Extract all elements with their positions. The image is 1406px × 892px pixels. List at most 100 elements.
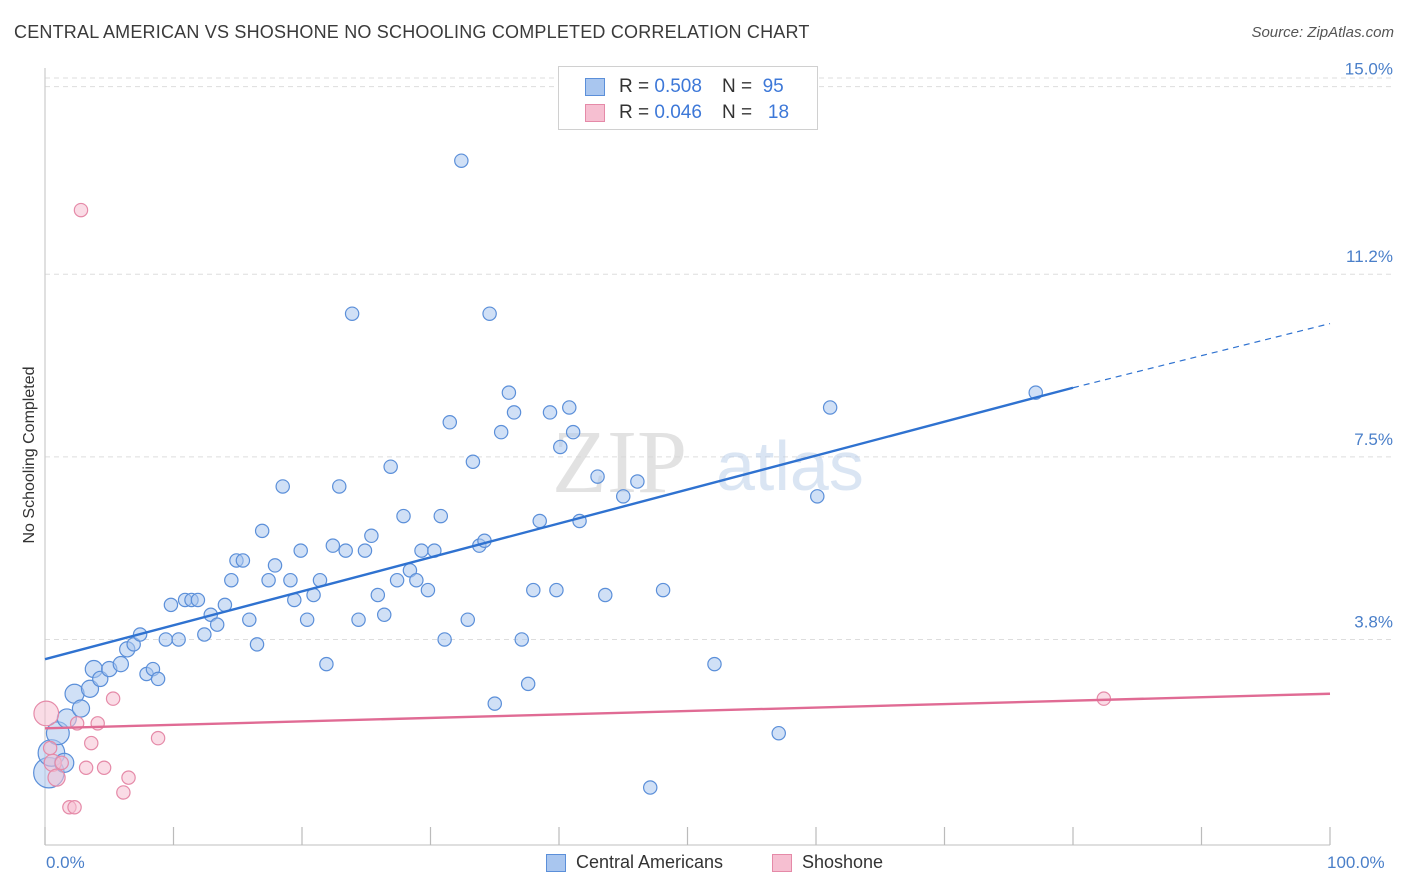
legend-n-label: N = [721,76,753,97]
x-axis-max-label: 100.0% [1327,853,1385,872]
point-shoshone [150,730,166,746]
trend-lines [44,322,1331,730]
y-tick-label: 3.8% [1354,612,1393,631]
legend-row-central-americans: R = 0.508 N = 95 [585,75,784,99]
point-central-americans [598,587,613,603]
point-central-americans [707,656,722,672]
point-shoshone [47,768,66,787]
correlation-legend: R = 0.508 N = 95 R = 0.046 N = 18 [558,66,818,130]
point-central-americans [357,543,373,558]
point-central-americans [209,617,225,632]
point-central-americans [224,572,239,588]
bottom-legend-swatch-blue [546,853,566,872]
point-shoshone [105,691,121,706]
point-central-americans [319,656,334,672]
trend-line-central-americans [44,386,1074,661]
bottom-legend-swatch-pink [772,853,792,872]
point-central-americans [482,306,497,321]
point-central-americans [267,558,283,573]
point-central-americans [565,424,581,440]
y-tick-label: 11.2% [1346,247,1393,266]
point-central-americans [532,513,547,529]
point-central-americans [389,572,405,588]
point-central-americans [351,612,366,627]
point-central-americans [396,508,411,524]
point-central-americans [338,543,353,558]
point-central-americans [383,459,398,474]
point-central-americans [822,400,838,415]
legend-row-shoshone: R = 0.046 N = 18 [585,101,789,125]
point-central-americans [163,597,179,613]
point-central-americans [197,627,212,642]
point-central-americans [71,699,91,718]
point-central-americans [590,469,605,484]
watermark-atlas: atlas [716,427,864,505]
point-central-americans [442,415,458,430]
point-central-americans [514,632,529,647]
bottom-legend-shoshone: Shoshone [772,852,883,873]
point-shoshone [67,800,82,815]
point-central-americans [615,489,631,504]
point-central-americans [364,528,379,544]
point-central-americans [158,632,174,647]
point-central-americans [235,553,251,568]
point-central-americans [409,572,424,588]
point-central-americans [810,489,825,504]
point-central-americans [460,612,476,627]
point-shoshone [116,785,131,800]
point-central-americans [549,582,564,598]
bottom-legend-label: Shoshone [802,852,884,872]
point-shoshone [84,735,99,751]
point-central-americans [501,385,517,400]
point-shoshone [33,700,60,727]
point-central-americans [370,587,386,603]
chart-title: CENTRAL AMERICAN VS SHOSHONE NO SCHOOLIN… [14,22,810,42]
point-central-americans [344,306,360,321]
trend-line-shoshone [44,692,1331,730]
point-shoshone [42,740,58,756]
point-central-americans [376,607,392,623]
point-central-americans [332,479,347,494]
point-shoshone [73,202,89,218]
x-axis-min-label: 0.0% [46,853,85,872]
bottom-legend-central-americans: Central Americans [546,852,723,873]
legend-r-value: 0.508 [654,76,702,97]
point-central-americans [299,612,315,627]
point-central-americans [80,679,100,698]
point-central-americans [420,582,436,598]
point-central-americans [487,696,503,711]
point-central-americans [242,612,257,627]
point-central-americans [437,632,452,647]
point-central-americans [526,582,541,598]
legend-n-value: 95 [762,76,784,97]
point-central-americans [493,424,509,440]
bottom-legend-label: Central Americans [576,852,724,872]
point-central-americans [771,725,786,741]
point-central-americans [190,592,206,608]
point-central-americans [553,439,568,455]
legend-n-label: N = [721,102,753,123]
point-central-americans [325,538,341,553]
point-shoshone [54,755,69,771]
point-central-americans [655,582,671,598]
point-central-americans [171,632,186,647]
point-central-americans [112,655,130,673]
legend-swatch-pink [585,104,605,122]
legend-r-label: R = [619,102,650,123]
series-central-americans [33,153,1043,795]
point-central-americans [249,637,265,652]
point-shoshone [78,760,94,776]
point-central-americans [542,405,558,420]
trend-line-central-americans-extension [1072,322,1331,389]
point-central-americans [261,572,276,588]
legend-r-value: 0.046 [654,102,702,123]
point-central-americans [254,523,270,539]
point-central-americans [150,671,166,687]
point-central-americans [283,572,298,588]
point-central-americans [293,543,308,558]
point-central-americans [465,454,481,470]
point-shoshone [96,760,112,776]
point-central-americans [275,479,290,494]
legend-r-label: R = [619,76,650,97]
point-central-americans [642,780,658,795]
